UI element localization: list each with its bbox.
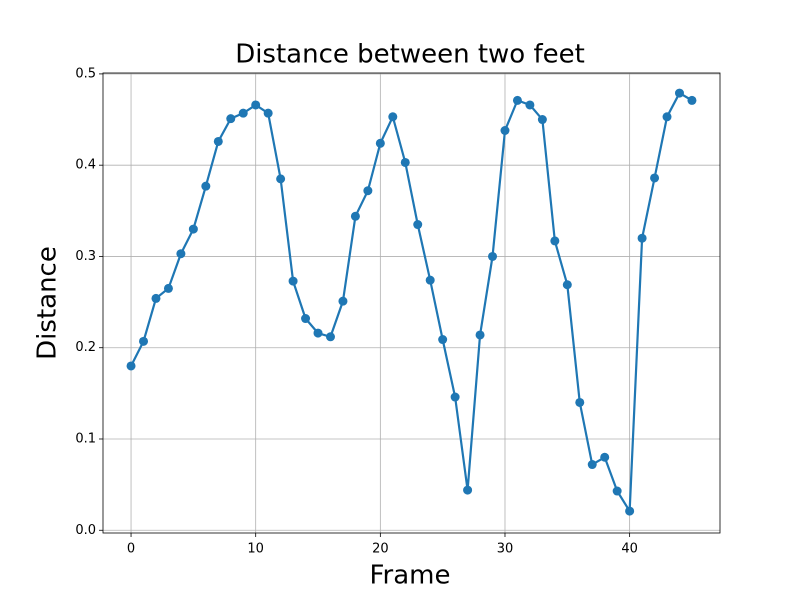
y-tick-label: 0.4 <box>75 158 96 173</box>
x-tick-label: 30 <box>497 542 514 557</box>
data-point <box>238 108 248 118</box>
data-point <box>151 293 161 303</box>
data-point <box>388 112 398 122</box>
data-point <box>276 174 286 184</box>
data-point <box>176 249 186 259</box>
x-axis-label: Frame <box>369 561 450 591</box>
data-point <box>650 173 660 183</box>
data-point <box>488 251 498 261</box>
data-point <box>201 181 211 191</box>
data-point <box>400 157 410 167</box>
y-tick-label: 0.5 <box>75 66 96 81</box>
data-point <box>188 224 198 234</box>
x-tick-label: 40 <box>621 542 638 557</box>
data-point <box>537 115 547 125</box>
data-point <box>662 112 672 122</box>
data-point <box>313 328 323 338</box>
data-point <box>575 397 585 407</box>
y-tick-label: 0.3 <box>75 249 96 264</box>
data-point <box>612 486 622 496</box>
data-point <box>325 332 335 342</box>
data-point <box>550 236 560 246</box>
data-point <box>226 114 236 124</box>
data-point <box>301 314 311 324</box>
y-tick-label: 0.1 <box>75 431 96 446</box>
x-tick-label: 10 <box>247 542 264 557</box>
data-point <box>438 335 448 345</box>
data-point <box>163 283 173 293</box>
data-point <box>338 296 348 306</box>
data-point <box>126 361 136 371</box>
data-point <box>375 138 385 148</box>
data-point <box>525 100 535 110</box>
data-point <box>213 136 223 146</box>
data-point <box>350 211 360 221</box>
data-point <box>637 233 647 243</box>
data-point <box>625 506 635 516</box>
chart-title: Distance between two feet <box>235 40 585 70</box>
data-point <box>687 95 697 105</box>
data-point <box>450 392 460 402</box>
data-point <box>475 330 485 340</box>
data-point <box>674 88 684 98</box>
data-point <box>600 452 610 462</box>
data-point <box>500 126 510 135</box>
plot-area: 0 10 20 30 40 0.0 0.1 0.2 0.3 0.4 0.5 <box>75 66 721 557</box>
data-point <box>425 275 435 285</box>
y-axis-label: Distance <box>33 246 63 360</box>
data-point <box>139 336 149 346</box>
data-point <box>562 280 572 290</box>
data-point <box>363 186 373 196</box>
y-tick-label: 0.0 <box>75 523 96 538</box>
data-point <box>413 220 423 230</box>
data-line <box>130 91 693 515</box>
data-point <box>512 95 522 105</box>
data-point <box>463 485 473 495</box>
data-point <box>587 460 597 470</box>
axes-frame <box>102 72 721 534</box>
y-tick-label: 0.2 <box>75 340 96 355</box>
x-tick-label: 20 <box>372 542 389 557</box>
data-point <box>251 100 261 110</box>
data-point <box>263 108 273 118</box>
data-point <box>288 276 298 286</box>
x-tick-label: 0 <box>127 542 135 557</box>
